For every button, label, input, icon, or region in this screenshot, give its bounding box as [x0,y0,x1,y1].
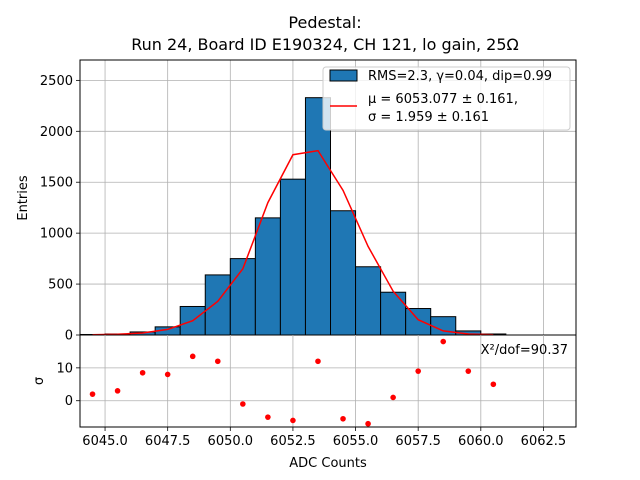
histogram-bar [279,178,306,336]
top-y-axis-label: Entries [16,175,31,221]
legend-histogram-label: RMS=2.3, γ=0.04, dip=0.99 [368,69,552,84]
top-y-tick-label: 1000 [40,227,73,242]
legend-fit-label-sigma: σ = 1.959 ± 0.161 [368,110,489,125]
legend-fit-label-mu: μ = 6053.077 ± 0.161, [368,92,518,107]
histogram-bar [229,258,256,336]
x-tick-label: 6062.5 [521,434,567,449]
residual-point [189,353,196,360]
residual-point [114,388,121,394]
top-y-tick-label: 1500 [40,176,73,191]
chart-subtitle: Run 24, Board ID E190324, CH 121, lo gai… [131,35,519,54]
histogram-bar [254,217,281,336]
residual-points [89,338,497,427]
gaussian-fit-line [92,149,494,336]
residual-point [490,381,497,388]
bottom-y-axis-label: σ [32,377,47,385]
chi2-annotation: Χ²/dof=90.37 [481,343,568,358]
residual-point [290,417,296,424]
legend-histogram-patch [329,69,358,82]
bottom-x-ticks: 6045.0 6047.5 6050.0 6052.5 6055.0 6057.5 6060… [82,427,566,449]
x-tick-label: 6055.0 [333,434,379,449]
histogram-bar [304,97,332,336]
residual-point [440,338,447,345]
residual-point [465,368,472,374]
residual-point [164,371,171,378]
bottom-y-tick-label: 0 [65,394,73,409]
top-y-tick-label: 0 [65,329,73,344]
x-axis-label: ADC Counts [289,456,367,471]
residual-panel: 0 10 6045.0 6047.5 6050.0 6052.5 6055.0 6057.5… [32,335,577,471]
residual-point [390,394,396,401]
residual-point [89,391,96,397]
top-y-tick-label: 2500 [40,74,73,89]
residual-point [340,415,346,422]
top-y-ticks: 0 500 1000 1500 2000 2500 [40,74,80,344]
bottom-axes-frame [79,335,577,428]
histogram-bar [355,266,382,336]
x-tick-label: 6045.0 [82,434,128,449]
legend-box [322,66,571,131]
chart-title: Pedestal: [288,13,361,32]
histogram-bars [79,97,507,336]
residual-point [415,368,421,374]
x-tick-label: 6047.5 [145,434,191,449]
x-tick-label: 6050.0 [208,434,254,449]
residual-point [139,369,146,376]
histogram-bar [330,210,357,336]
residual-point [315,358,321,365]
x-tick-label: 6057.5 [395,434,441,449]
x-tick-label: 6052.5 [270,434,316,449]
residual-point [214,358,221,365]
residual-point [265,414,271,420]
bottom-grid [80,335,576,427]
x-tick-label: 6060.0 [458,434,504,449]
top-y-tick-label: 2000 [40,125,73,140]
bottom-y-tick-label: 10 [56,361,73,376]
histogram-panel: 0 500 1000 1500 2000 2500 Entries RMS=2.3, γ=… [16,59,577,344]
legend: RMS=2.3, γ=0.04, dip=0.99 μ = 6053.077 ±… [322,66,571,131]
histogram-bar [380,291,407,336]
residual-point [365,420,371,427]
top-y-tick-label: 500 [48,278,73,293]
bottom-y-ticks: 0 10 [56,361,80,409]
residual-point [240,401,246,407]
histogram-bar [204,274,231,336]
top-axes-frame [79,59,577,335]
histogram-bar [405,308,432,336]
